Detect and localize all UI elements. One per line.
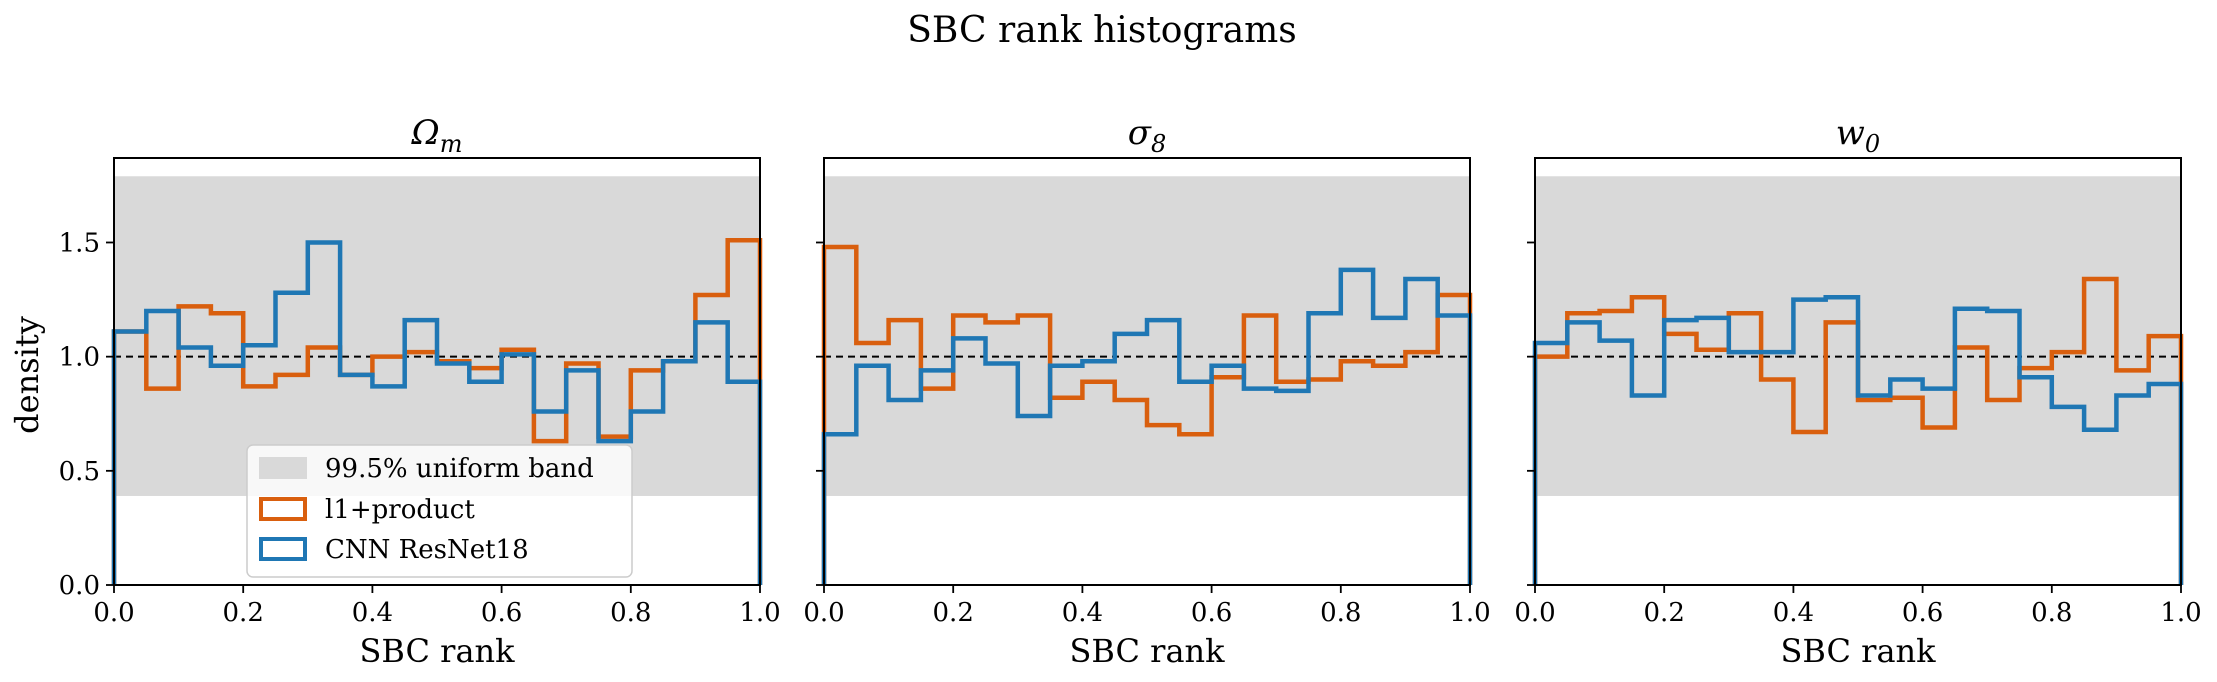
x-tick-label: 1.0 xyxy=(2160,598,2201,628)
x-tick-label: 0.0 xyxy=(93,598,134,628)
panel-1: 0.0 0.2 0.4 0.6 0.8 1.0 SBC rank σ8 xyxy=(803,113,1490,670)
legend-swatch-band xyxy=(259,457,307,479)
legend-entry-cnn: CNN ResNet18 xyxy=(259,535,529,565)
x-tick-label: 0.8 xyxy=(610,598,651,628)
legend-entry-l1-product: l1+product xyxy=(259,495,475,525)
panel-title-2: w0 xyxy=(1836,113,1880,158)
axes-frame xyxy=(113,157,761,586)
x-tick-label: 0.6 xyxy=(481,598,522,628)
histogram-series-1 xyxy=(1532,295,2184,585)
legend-label-band: 99.5% uniform band xyxy=(325,454,594,484)
panel-title-subscript: m xyxy=(440,130,463,158)
axes-frame xyxy=(1534,157,2182,586)
x-tick-label: 0.8 xyxy=(1320,598,1361,628)
legend-swatch-l1-product xyxy=(259,497,307,521)
legend-label-l1-product: l1+product xyxy=(325,495,475,525)
x-tick-label: 0.2 xyxy=(933,598,974,628)
x-tick-label: 0.0 xyxy=(803,598,844,628)
y-axis-label: density xyxy=(8,316,46,434)
uniform-band xyxy=(824,176,1470,496)
y-tick-label: 1.0 xyxy=(59,343,100,373)
x-axis-label: SBC rank xyxy=(359,632,515,670)
x-tick-label: 0.8 xyxy=(2031,598,2072,628)
panel-title-symbol: Ω xyxy=(411,113,440,153)
x-tick-label: 0.2 xyxy=(223,598,264,628)
x-axis-label: SBC rank xyxy=(1069,632,1225,670)
x-tick-label: 0.4 xyxy=(1773,598,1814,628)
panel-title-subscript: 0 xyxy=(1865,130,1880,158)
x-tick-label: 0.6 xyxy=(1191,598,1232,628)
legend-frame xyxy=(246,444,633,578)
panel-title-1: σ8 xyxy=(1128,113,1167,158)
x-tick-label: 0.4 xyxy=(1062,598,1103,628)
panel-title-subscript: 8 xyxy=(1151,130,1166,158)
histogram-series-1 xyxy=(821,267,1473,585)
y-tick-label: 0.0 xyxy=(59,571,100,601)
legend-label-cnn: CNN ResNet18 xyxy=(325,535,529,565)
x-tick-label: 1.0 xyxy=(1449,598,1490,628)
legend: 99.5% uniform band l1+product CNN ResNet… xyxy=(246,444,633,578)
y-tick-label: 0.5 xyxy=(59,457,100,487)
legend-swatch-cnn xyxy=(259,537,307,561)
panels: 0.0 0.2 0.4 0.6 0.8 1.0 0.0 0.5 1.0 1.5 SBC rank Ωm… xyxy=(59,113,2202,670)
panel-2: 0.0 0.2 0.4 0.6 0.8 1.0 SBC rank w0 xyxy=(1514,113,2201,670)
x-tick-label: 0.0 xyxy=(1514,598,1555,628)
histogram-series-1 xyxy=(111,240,763,585)
panel-title-symbol: w xyxy=(1836,113,1865,153)
x-tick-label: 0.6 xyxy=(1902,598,1943,628)
x-tick-label: 0.4 xyxy=(352,598,393,628)
x-tick-label: 0.2 xyxy=(1644,598,1685,628)
panel-title-0: Ωm xyxy=(411,113,463,158)
axes-frame xyxy=(823,157,1471,586)
x-tick-label: 1.0 xyxy=(739,598,780,628)
panel-title-symbol: σ xyxy=(1128,113,1152,153)
panel-0: 0.0 0.2 0.4 0.6 0.8 1.0 0.0 0.5 1.0 1.5 SBC rank Ωm xyxy=(59,113,781,670)
x-axis-label: SBC rank xyxy=(1780,632,1936,670)
legend-entry-band: 99.5% uniform band xyxy=(259,454,594,484)
y-tick-label: 1.5 xyxy=(59,228,100,258)
figure-title: SBC rank histograms xyxy=(907,10,1297,51)
